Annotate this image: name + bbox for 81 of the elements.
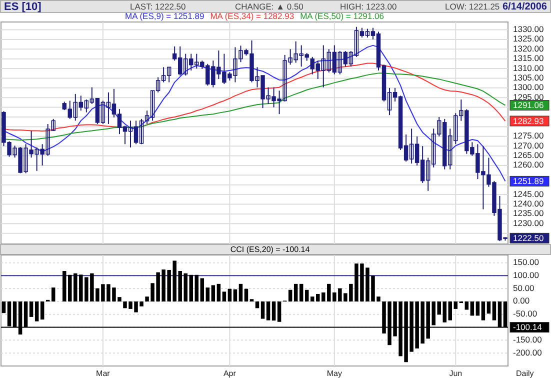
bar (277, 301, 282, 322)
y-tick-label: 1275.00 (513, 130, 544, 141)
bar (244, 288, 248, 302)
bar (51, 288, 56, 302)
y-tick-label: 1270.00 (513, 140, 544, 150)
bar (34, 301, 39, 322)
text: 6/14/2006 (502, 2, 548, 13)
y-tick-label: -50.00 (513, 308, 538, 319)
x-tick-label: Mar (96, 369, 110, 378)
y-tick-label: 1295.00 (513, 92, 544, 102)
y-tick-label: 1260.00 (513, 160, 544, 170)
bar (470, 301, 474, 316)
bar (233, 289, 238, 302)
bar (266, 301, 270, 320)
bar (222, 292, 226, 302)
y-tick-label: 100.00 (513, 270, 540, 280)
bar (288, 290, 292, 302)
y-tick-label: 150.00 (513, 256, 540, 267)
bar (492, 301, 496, 320)
y-tick-label: 1265.00 (513, 150, 544, 160)
y-tick-label: 1315.00 (513, 53, 544, 64)
y-tick-label: 1245.00 (513, 188, 544, 199)
y-tick-label: 1320.00 (513, 43, 544, 54)
y-tick-label: 1310.00 (513, 62, 544, 73)
text: CHANGE: ▲ 0.50 (235, 1, 304, 12)
text: 1251.89 (513, 176, 544, 186)
bar (316, 294, 320, 302)
text: LAST: 1222.50 (130, 1, 186, 12)
bar (476, 301, 480, 316)
text: MA (ES,9) = 1251.89 (125, 11, 204, 22)
bar (442, 301, 446, 322)
y-tick-label: 1240.00 (513, 198, 544, 209)
text: 1282.93 (513, 116, 544, 126)
x-tick-label: Apr (223, 369, 236, 378)
bar (486, 301, 491, 314)
y-tick-label: 1230.00 (513, 218, 544, 228)
text: -100.14 (513, 322, 542, 332)
bar (272, 301, 276, 321)
chart-title: CCI (ES,20) = -100.14 (230, 245, 310, 254)
y-tick-label: 1325.00 (513, 34, 544, 44)
bar (310, 296, 314, 302)
bar (62, 271, 66, 302)
bar (260, 301, 265, 319)
line-series (3, 44, 506, 182)
y-tick-label: 50.00 (513, 282, 535, 293)
x-tick-label: Jun (449, 369, 462, 378)
text: LOW: 1221.25 (445, 1, 500, 12)
bar (294, 284, 298, 302)
bar (211, 285, 216, 302)
bar (304, 290, 309, 302)
bar (299, 284, 304, 302)
bar (464, 301, 469, 310)
y-tick-label: 0.00 (513, 296, 530, 306)
y-tick-label: -200.00 (513, 347, 542, 358)
bar (228, 288, 232, 302)
x-tick-label: May (326, 369, 342, 378)
chart-title: ES [10] (4, 0, 42, 13)
bar (200, 278, 204, 302)
y-tick-label: 1305.00 (513, 72, 544, 82)
text: 1291.06 (513, 100, 544, 110)
y-tick-label: -150.00 (513, 334, 542, 344)
text: 1222.50 (513, 232, 544, 243)
bar (481, 301, 486, 320)
text: MA (ES,50) = 1291.06 (300, 11, 384, 22)
bar (448, 301, 452, 320)
text: MA (ES,34) = 1282.93 (210, 11, 294, 22)
bar (189, 274, 193, 302)
text: Daily (516, 369, 534, 378)
bar (206, 288, 210, 302)
bar (40, 301, 44, 320)
bar (29, 301, 34, 317)
y-tick-label: 1300.00 (513, 82, 544, 92)
bar (216, 284, 221, 302)
bar (194, 274, 199, 302)
bar (454, 301, 458, 309)
text: HIGH: 1223.00 (340, 1, 397, 12)
y-tick-label: 1235.00 (513, 208, 544, 218)
bar (255, 301, 260, 308)
y-tick-label: 1330.00 (513, 24, 544, 34)
bar (238, 284, 243, 302)
bar (2, 301, 6, 314)
